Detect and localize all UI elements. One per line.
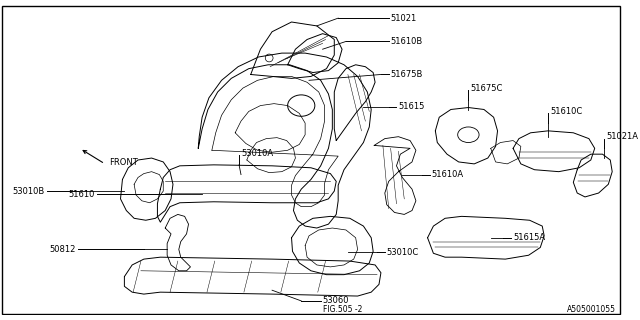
Text: 51610B: 51610B	[390, 37, 423, 46]
Text: 53010B: 53010B	[12, 187, 45, 196]
Text: 51675C: 51675C	[470, 84, 502, 92]
Text: 50812: 50812	[49, 245, 76, 254]
Text: 51615A: 51615A	[513, 233, 545, 242]
Text: FIG.505 -2: FIG.505 -2	[323, 305, 362, 314]
Text: FRONT: FRONT	[109, 158, 138, 167]
Text: 53010A: 53010A	[241, 149, 273, 158]
Text: 51610C: 51610C	[550, 107, 582, 116]
Text: 51021A: 51021A	[606, 132, 638, 141]
Text: 51021: 51021	[390, 14, 417, 23]
Text: 51615: 51615	[399, 102, 425, 111]
Text: 53010C: 53010C	[387, 248, 419, 257]
Text: 51675B: 51675B	[390, 70, 423, 79]
Text: 51610: 51610	[69, 189, 95, 198]
Text: 51610A: 51610A	[431, 170, 463, 179]
Text: A505001055: A505001055	[567, 305, 616, 314]
Text: 53060: 53060	[323, 296, 349, 305]
